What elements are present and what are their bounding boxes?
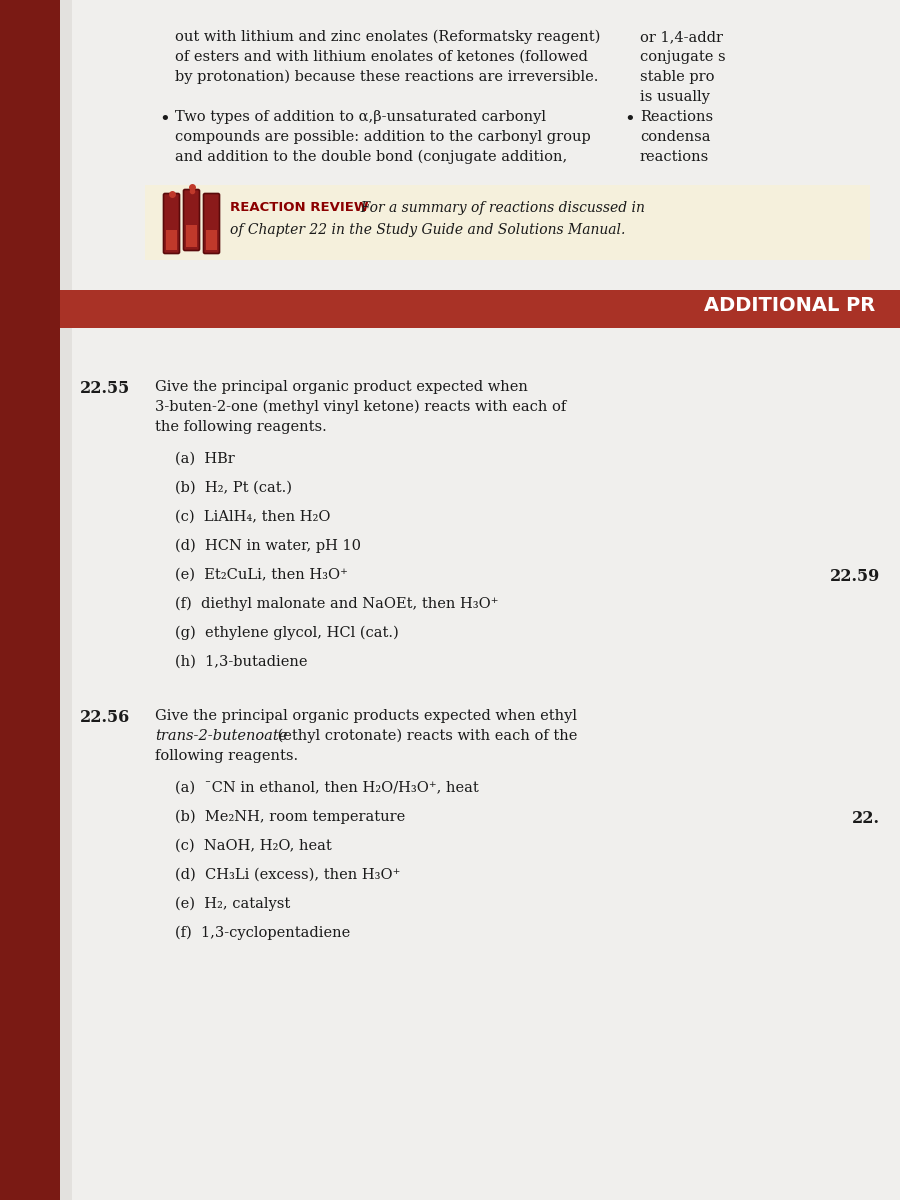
Text: of esters and with lithium enolates of ketones (followed: of esters and with lithium enolates of k… <box>175 50 588 64</box>
Text: (ethyl crotonate) reacts with each of the: (ethyl crotonate) reacts with each of th… <box>273 728 578 743</box>
Bar <box>206 230 217 250</box>
Text: conjugate s: conjugate s <box>640 50 725 64</box>
Text: is usually: is usually <box>640 90 710 104</box>
Text: or 1,4-addr: or 1,4-addr <box>640 30 723 44</box>
Text: of Chapter 22 in the Study Guide and Solutions Manual.: of Chapter 22 in the Study Guide and Sol… <box>230 223 626 236</box>
FancyBboxPatch shape <box>164 193 179 253</box>
Text: (b)  H₂, Pt (cat.): (b) H₂, Pt (cat.) <box>175 481 292 494</box>
Text: Give the principal organic product expected when: Give the principal organic product expec… <box>155 380 528 394</box>
Text: (c)  LiAlH₄, then H₂O: (c) LiAlH₄, then H₂O <box>175 510 330 524</box>
Text: Give the principal organic products expected when ethyl: Give the principal organic products expe… <box>155 709 577 722</box>
Text: and addition to the double bond (conjugate addition,: and addition to the double bond (conjuga… <box>175 150 567 164</box>
Text: out with lithium and zinc enolates (Reformatsky reagent): out with lithium and zinc enolates (Refo… <box>175 30 600 44</box>
FancyBboxPatch shape <box>184 190 200 251</box>
Text: (f)  diethyl malonate and NaOEt, then H₃O⁺: (f) diethyl malonate and NaOEt, then H₃O… <box>175 596 499 611</box>
Text: trans-2-butenoate: trans-2-butenoate <box>155 728 287 743</box>
Text: (a)  HBr: (a) HBr <box>175 452 235 466</box>
Text: Reactions: Reactions <box>640 110 713 124</box>
Text: (a)  ¯CN in ethanol, then H₂O/H₃O⁺, heat: (a) ¯CN in ethanol, then H₂O/H₃O⁺, heat <box>175 781 479 794</box>
Text: (c)  NaOH, H₂O, heat: (c) NaOH, H₂O, heat <box>175 839 332 853</box>
Text: (e)  Et₂CuLi, then H₃O⁺: (e) Et₂CuLi, then H₃O⁺ <box>175 568 348 582</box>
Text: •: • <box>159 110 170 128</box>
Text: (h)  1,3-butadiene: (h) 1,3-butadiene <box>175 655 308 670</box>
Text: by protonation) because these reactions are irreversible.: by protonation) because these reactions … <box>175 70 598 84</box>
Bar <box>0 0 60 1200</box>
Text: compounds are possible: addition to the carbonyl group: compounds are possible: addition to the … <box>175 130 590 144</box>
Text: ADDITIONAL PR: ADDITIONAL PR <box>704 296 875 314</box>
Text: 22.55: 22.55 <box>80 380 130 397</box>
Text: (d)  HCN in water, pH 10: (d) HCN in water, pH 10 <box>175 539 361 553</box>
Text: Two types of addition to α,β-unsaturated carbonyl: Two types of addition to α,β-unsaturated… <box>175 110 546 124</box>
Text: 22.: 22. <box>852 810 880 827</box>
Bar <box>186 226 197 247</box>
Bar <box>166 230 177 250</box>
Text: 3-buten-2-one (methyl vinyl ketone) reacts with each of: 3-buten-2-one (methyl vinyl ketone) reac… <box>155 400 566 414</box>
Text: condensa: condensa <box>640 130 710 144</box>
Text: reactions: reactions <box>640 150 709 164</box>
Bar <box>60 0 72 1200</box>
Text: •: • <box>624 110 634 128</box>
Text: REACTION REVIEW: REACTION REVIEW <box>230 200 368 214</box>
Text: For a summary of reactions discussed in: For a summary of reactions discussed in <box>352 200 645 215</box>
Text: following reagents.: following reagents. <box>155 749 298 763</box>
Text: 22.56: 22.56 <box>80 709 130 726</box>
Text: (b)  Me₂NH, room temperature: (b) Me₂NH, room temperature <box>175 810 405 824</box>
Text: stable pro: stable pro <box>640 70 715 84</box>
Bar <box>145 185 870 260</box>
Text: (d)  CH₃Li (excess), then H₃O⁺: (d) CH₃Li (excess), then H₃O⁺ <box>175 868 400 882</box>
Bar <box>60 290 900 328</box>
Text: 22.59: 22.59 <box>830 568 880 584</box>
Text: (g)  ethylene glycol, HCl (cat.): (g) ethylene glycol, HCl (cat.) <box>175 626 399 641</box>
Text: (f)  1,3-cyclopentadiene: (f) 1,3-cyclopentadiene <box>175 926 350 941</box>
Text: the following reagents.: the following reagents. <box>155 420 327 434</box>
Text: (e)  H₂, catalyst: (e) H₂, catalyst <box>175 898 290 911</box>
FancyBboxPatch shape <box>203 193 220 253</box>
